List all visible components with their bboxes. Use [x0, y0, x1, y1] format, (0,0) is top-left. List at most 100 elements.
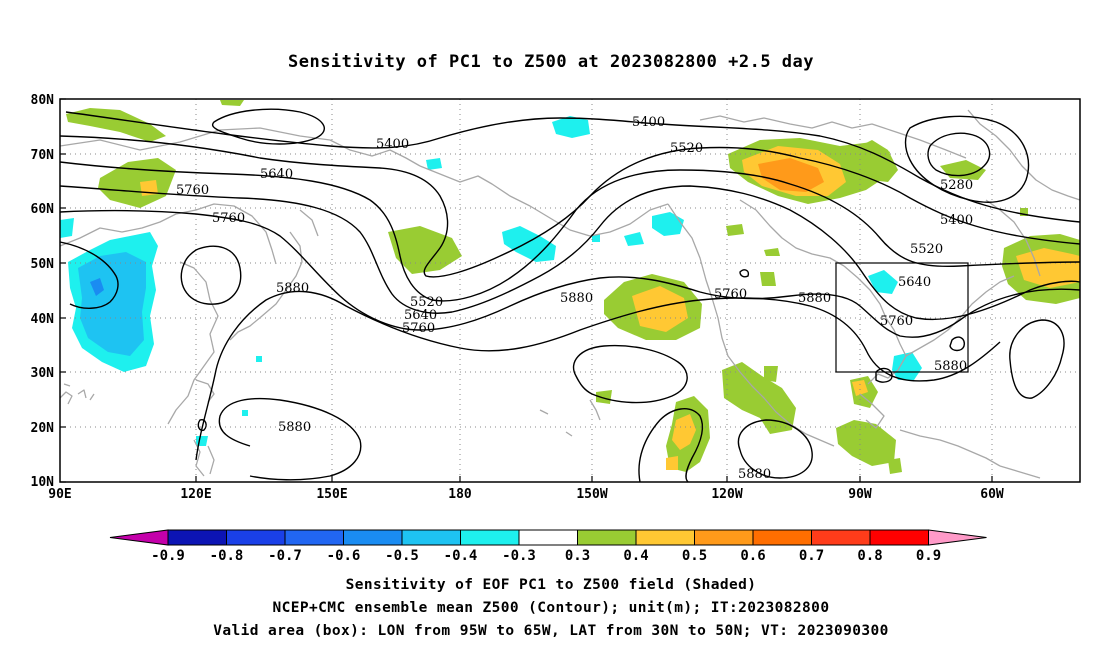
- positive-area: [388, 226, 462, 274]
- contour-line: [65, 111, 1081, 223]
- positive-area: [888, 458, 902, 474]
- negative-area: [196, 436, 208, 446]
- longitude-label: 150W: [576, 487, 607, 502]
- contour-label: 5400: [632, 115, 665, 130]
- latitude-axis: 80N 70N 60N 50N 40N 30N 20N 10N: [31, 93, 55, 490]
- coastline: [59, 383, 95, 405]
- figure-title: Sensitivity of PC1 to Z500 at 2023082800…: [288, 52, 814, 72]
- colorbar-extend-low: [109, 529, 169, 546]
- coastline: [193, 439, 205, 477]
- contour-label: 5400: [376, 137, 409, 152]
- colorbar-label: 0.4: [623, 548, 648, 564]
- coastline: [419, 165, 669, 237]
- contour-line: [1009, 319, 1065, 399]
- coastline: [207, 445, 215, 475]
- positive-area: [66, 108, 166, 142]
- latitude-label: 50N: [31, 257, 55, 272]
- colorbar-segment: [635, 529, 695, 546]
- contour-line: [737, 419, 813, 479]
- contour-line: [59, 135, 1081, 278]
- contour-line: [197, 418, 207, 432]
- negative-area: [90, 278, 104, 296]
- colorbar-segment: [226, 529, 286, 546]
- negative-area: [552, 116, 590, 138]
- negative-area: [426, 158, 442, 170]
- negative-area: [60, 218, 74, 238]
- colorbar-segment: [401, 529, 461, 546]
- colorbar-segment: [811, 529, 871, 546]
- positive-area: [760, 272, 776, 286]
- longitude-label: 120E: [180, 487, 211, 502]
- longitude-label: 90E: [48, 487, 71, 502]
- colorbar-label: 0.7: [799, 548, 824, 564]
- positive-area: [764, 248, 780, 256]
- longitude-label: 120W: [711, 487, 742, 502]
- caption-line-1: Sensitivity of EOF PC1 to Z500 field (Sh…: [346, 577, 757, 593]
- latitude-label: 30N: [31, 366, 55, 381]
- caption-line-2: NCEP+CMC ensemble mean Z500 (Contour); u…: [273, 600, 830, 616]
- positive-area: [220, 100, 244, 106]
- contour-label: 5880: [934, 359, 967, 374]
- positive-area: [666, 456, 678, 470]
- map-background: [60, 99, 1080, 482]
- contour-label: 5760: [714, 287, 747, 302]
- contour-line: [739, 269, 750, 278]
- contour-line: [195, 290, 1001, 461]
- contour-line: [59, 241, 119, 309]
- contour-label: 5880: [278, 420, 311, 435]
- colorbar-label: 0.9: [916, 548, 941, 564]
- colorbar-label: -0.3: [502, 548, 536, 564]
- colorbar-segment: [284, 529, 344, 546]
- coastline: [899, 429, 1001, 467]
- longitude-label: 150E: [316, 487, 347, 502]
- contour-label: 5520: [910, 242, 943, 257]
- colorbar-label: -0.4: [444, 548, 478, 564]
- positive-area: [722, 362, 796, 434]
- colorbar-segment: [460, 529, 520, 546]
- coastline: [539, 399, 601, 437]
- positive-area: [852, 380, 868, 396]
- positive-area: [764, 366, 778, 382]
- negative-area: [592, 234, 600, 242]
- colorbar-label: 0.8: [857, 548, 882, 564]
- longitude-label: 60W: [980, 487, 1004, 502]
- positive-area: [632, 286, 688, 332]
- longitude-label: 180: [448, 487, 472, 502]
- colorbar-extend-high: [928, 529, 987, 546]
- contour-labels: 5400 5400 5520 5640 5760 5760 5880 5520 …: [176, 115, 973, 482]
- coastline: [167, 261, 219, 425]
- colorbar-segment: [518, 529, 578, 546]
- contour-line: [218, 397, 362, 481]
- contour-line: [904, 115, 1030, 203]
- negative-area: [242, 410, 248, 416]
- colorbar-label: -0.7: [268, 548, 302, 564]
- contour-line: [59, 209, 1081, 338]
- coastline: [967, 109, 1081, 201]
- contour-label: 5880: [560, 291, 593, 306]
- colorbar-segment: [167, 529, 227, 546]
- negative-area: [624, 232, 644, 246]
- positive-area: [1016, 248, 1080, 288]
- coastline: [999, 465, 1041, 479]
- negative-area: [78, 252, 146, 356]
- colorbar-label: -0.5: [385, 548, 419, 564]
- latitude-label: 60N: [31, 202, 55, 217]
- coastline: [59, 127, 421, 167]
- negative-area: [652, 212, 684, 236]
- contour-label: 5640: [404, 308, 437, 323]
- contour-line: [572, 344, 688, 404]
- coastlines: [59, 109, 1081, 479]
- colorbar-label: -0.9: [151, 548, 185, 564]
- negative-area: [256, 356, 262, 362]
- latitude-label: 20N: [31, 421, 55, 436]
- contour-line: [927, 132, 991, 177]
- coastline: [905, 275, 1015, 357]
- tick-marks: [60, 98, 993, 483]
- colorbar-label: -0.8: [210, 548, 244, 564]
- contour-label: 5280: [940, 178, 973, 193]
- colorbar-segment: [869, 529, 929, 546]
- negative-area: [892, 352, 922, 380]
- contour-label: 5760: [402, 321, 435, 336]
- caption-line-3: Valid area (box): LON from 95W to 65W, L…: [213, 623, 889, 639]
